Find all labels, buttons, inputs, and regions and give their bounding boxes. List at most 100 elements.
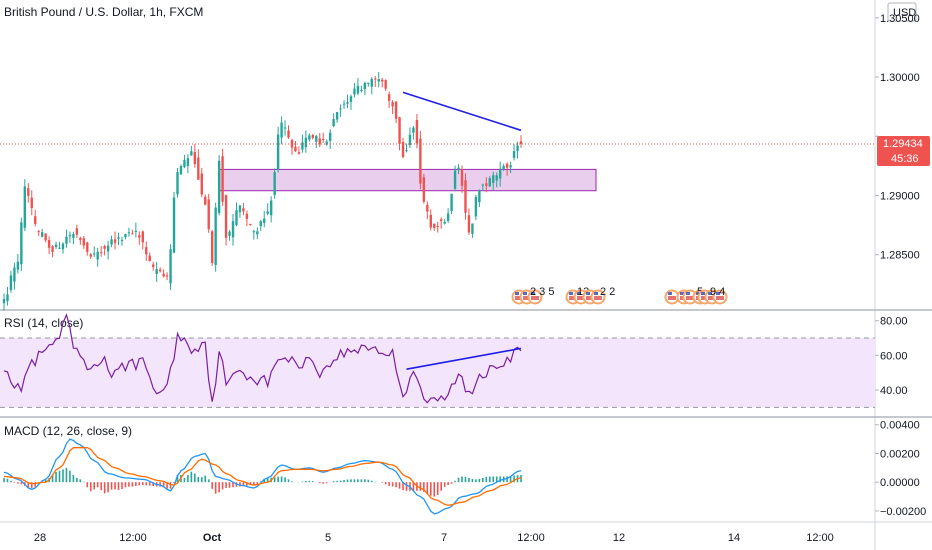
last-price-badge: 1.29434 45:36 <box>877 136 930 167</box>
rsi-trendline <box>406 347 522 370</box>
candle-body <box>117 237 120 239</box>
candle-body <box>172 197 176 253</box>
candle-body <box>138 235 141 238</box>
candle-body <box>439 219 443 222</box>
candle-body <box>516 145 519 151</box>
candle-body <box>488 178 491 187</box>
price-tick-label: 1.30500 <box>880 13 920 25</box>
candle-body <box>450 193 453 212</box>
candle-body <box>433 223 436 228</box>
chart-title: British Pound / U.S. Dollar, 1h, FXCM <box>4 5 203 19</box>
candle-body <box>141 231 144 243</box>
rsi-tick-label: 60.00 <box>880 350 908 362</box>
rsi-title: RSI (14, close) <box>4 316 83 330</box>
rsi-band <box>0 338 875 408</box>
time-tick-label: 12:00 <box>806 532 834 544</box>
candle-body <box>505 163 509 168</box>
candle-body <box>377 79 380 82</box>
flag-stripe <box>708 296 716 300</box>
price-tick-label: 1.29000 <box>880 190 920 202</box>
flag-stripe <box>569 296 577 300</box>
macd-tick-label: −0.00200 <box>880 506 926 518</box>
candle-body <box>200 173 203 195</box>
rsi-tick-label: 40.00 <box>880 385 908 397</box>
flag-stripe <box>531 296 539 300</box>
candle-body <box>235 210 238 225</box>
candle-body <box>183 160 186 168</box>
time-axis: 28 12:00 Oct 5 7 12:00 12 14 12:00 <box>34 532 834 544</box>
price-tick-label: 1.30000 <box>880 72 920 84</box>
flag-canton <box>531 292 535 295</box>
candle-body <box>127 232 131 234</box>
event-count-label: 9 4 <box>710 286 725 298</box>
candle-body <box>30 197 33 209</box>
candle-body <box>391 102 394 107</box>
candle-body <box>498 168 502 179</box>
candle-body <box>339 108 342 110</box>
candle-body <box>148 255 151 262</box>
candle-body <box>120 240 124 242</box>
candle-body <box>214 207 217 265</box>
time-tick-label: 12:00 <box>119 532 147 544</box>
candle-body <box>16 261 20 270</box>
event-count-label: 2 2 <box>600 286 615 298</box>
candle-body <box>169 249 172 284</box>
candle-body <box>273 172 276 195</box>
currency-button[interactable]: USD <box>887 2 917 22</box>
candle-body <box>474 196 478 217</box>
candle-body <box>256 231 259 235</box>
candle-body <box>217 160 221 213</box>
time-tick-label: 14 <box>728 532 740 544</box>
candle-body <box>492 175 495 183</box>
rsi-line <box>3 313 522 404</box>
candle-body <box>103 246 106 249</box>
candle-body <box>422 177 426 202</box>
candle-body <box>82 238 86 246</box>
candle-body <box>155 268 158 274</box>
candle-body <box>162 273 165 277</box>
candle-body <box>238 205 242 213</box>
candle-body <box>325 141 328 145</box>
candle-body <box>446 213 450 221</box>
candle-body <box>176 171 179 195</box>
candle-body <box>342 103 346 105</box>
candle-body <box>415 120 419 144</box>
candle-body <box>276 134 280 170</box>
macd-tick-label: 0.00400 <box>880 420 920 432</box>
candle-body <box>68 235 72 237</box>
candle-body <box>502 165 505 169</box>
candle-body <box>51 246 54 252</box>
candle-body <box>134 230 138 232</box>
flag-canton <box>668 292 672 295</box>
candle-body <box>467 215 471 233</box>
candle-body <box>370 78 373 87</box>
candle-body <box>37 231 40 233</box>
candle-body <box>374 78 377 80</box>
flag-stripe <box>716 296 724 300</box>
candle-body <box>332 119 335 127</box>
candle-body <box>165 275 169 277</box>
candle-body <box>301 142 304 150</box>
candle-body <box>412 127 415 133</box>
candle-body <box>478 190 481 203</box>
macd-tick-label: 0.00200 <box>880 448 920 460</box>
flag-canton <box>586 292 590 295</box>
candle-body <box>457 167 460 171</box>
candle-body <box>86 242 89 252</box>
macd-title: MACD (12, 26, close, 9) <box>4 424 132 438</box>
flag-canton <box>686 292 690 295</box>
candle-body <box>269 200 273 216</box>
candle-body <box>308 135 311 140</box>
price-tick-label: 1.28500 <box>880 250 920 262</box>
candle-body <box>89 254 92 257</box>
macd-pane: −0.00200 0.00000 0.00200 0.00400 <box>3 420 926 518</box>
candle-body <box>283 127 287 129</box>
candle-body <box>519 141 523 145</box>
candle-body <box>96 251 99 260</box>
candle-body <box>322 138 325 140</box>
candle-body <box>394 101 398 119</box>
candle-body <box>297 152 301 154</box>
